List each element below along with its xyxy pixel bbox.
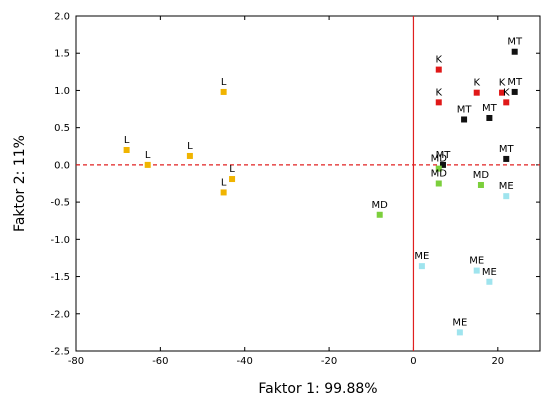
- y-tick-label: 0.0: [54, 160, 70, 171]
- data-point: [144, 161, 151, 168]
- x-tick-label: -60: [152, 356, 168, 367]
- data-point-label: K: [435, 87, 442, 98]
- y-tick-label: 1.5: [54, 49, 70, 60]
- data-point-label: L: [124, 135, 130, 146]
- data-point-label: MD: [431, 154, 448, 165]
- data-point-label: L: [229, 164, 235, 175]
- data-point: [220, 189, 227, 196]
- data-point-label: K: [435, 55, 442, 66]
- y-tick-label: 0.5: [54, 123, 70, 134]
- data-point-label: ME: [499, 181, 514, 192]
- data-point-label: K: [503, 87, 510, 98]
- data-point: [473, 267, 480, 274]
- data-point-label: MT: [507, 37, 523, 48]
- data-point-label: MD: [473, 170, 490, 181]
- data-point: [503, 155, 510, 162]
- data-point: [486, 278, 493, 285]
- data-point-label: ME: [469, 256, 484, 267]
- data-point: [376, 211, 383, 218]
- y-tick-label: -1.0: [50, 235, 70, 246]
- data-point-label: ME: [414, 251, 429, 262]
- data-point-label: L: [221, 77, 227, 88]
- y-tick-label: 2.0: [54, 12, 70, 23]
- x-tick-label: -80: [68, 356, 84, 367]
- data-point-label: MD: [372, 200, 389, 211]
- y-tick-label: -0.5: [50, 198, 70, 209]
- data-point-label: K: [499, 78, 506, 89]
- data-point-label: K: [473, 78, 480, 89]
- data-point: [456, 329, 463, 336]
- plot-area: -80 -60 -40 -20 0 20 2.0 1.5 1.0 0.5 0.0 -0.5 -1.0 -1…: [50, 12, 541, 367]
- x-axis-title: Faktor 1: 99.88%: [258, 381, 377, 397]
- data-point: [418, 263, 425, 270]
- data-point: [439, 161, 446, 168]
- y-axis-title-group: Faktor 2: 11%: [12, 135, 28, 232]
- y-tick-label: -2.0: [50, 309, 70, 320]
- x-tick-label: 20: [491, 356, 504, 367]
- y-tick-label: -1.5: [50, 272, 70, 283]
- data-point-label: MT: [499, 144, 515, 155]
- data-point: [473, 89, 480, 96]
- data-point-label: ME: [482, 267, 497, 278]
- data-point: [486, 114, 493, 121]
- y-tick-label: 1.0: [54, 86, 70, 97]
- data-point-label: L: [221, 177, 227, 188]
- data-point-label: MT: [482, 103, 498, 114]
- data-point: [435, 66, 442, 73]
- y-axis-title: Faktor 2: 11%: [12, 135, 28, 232]
- data-point: [503, 193, 510, 200]
- data-point: [435, 99, 442, 106]
- x-tick-label: -40: [237, 356, 253, 367]
- data-point-label: L: [145, 150, 151, 161]
- data-point: [511, 48, 518, 55]
- data-point: [186, 152, 193, 159]
- data-point-label: MT: [436, 150, 452, 161]
- data-point: [511, 88, 518, 95]
- data-point: [499, 89, 506, 96]
- y-tick-label: -2.5: [50, 347, 70, 358]
- x-tick-label: -20: [321, 356, 337, 367]
- data-point: [503, 99, 510, 106]
- data-point-label: ME: [452, 317, 467, 328]
- data-point: [477, 181, 484, 188]
- data-point-label: MD: [431, 169, 448, 180]
- data-point: [461, 116, 468, 123]
- data-point: [123, 147, 130, 153]
- data-point-label: MT: [507, 77, 523, 88]
- data-point-label: L: [187, 141, 193, 152]
- data-point-label: MT: [457, 104, 473, 115]
- data-point: [435, 180, 442, 187]
- data-point: [220, 88, 227, 95]
- data-point: [229, 176, 236, 183]
- plot-frame: [75, 15, 541, 352]
- data-point: [435, 165, 442, 172]
- x-tick-label: 0: [410, 356, 416, 367]
